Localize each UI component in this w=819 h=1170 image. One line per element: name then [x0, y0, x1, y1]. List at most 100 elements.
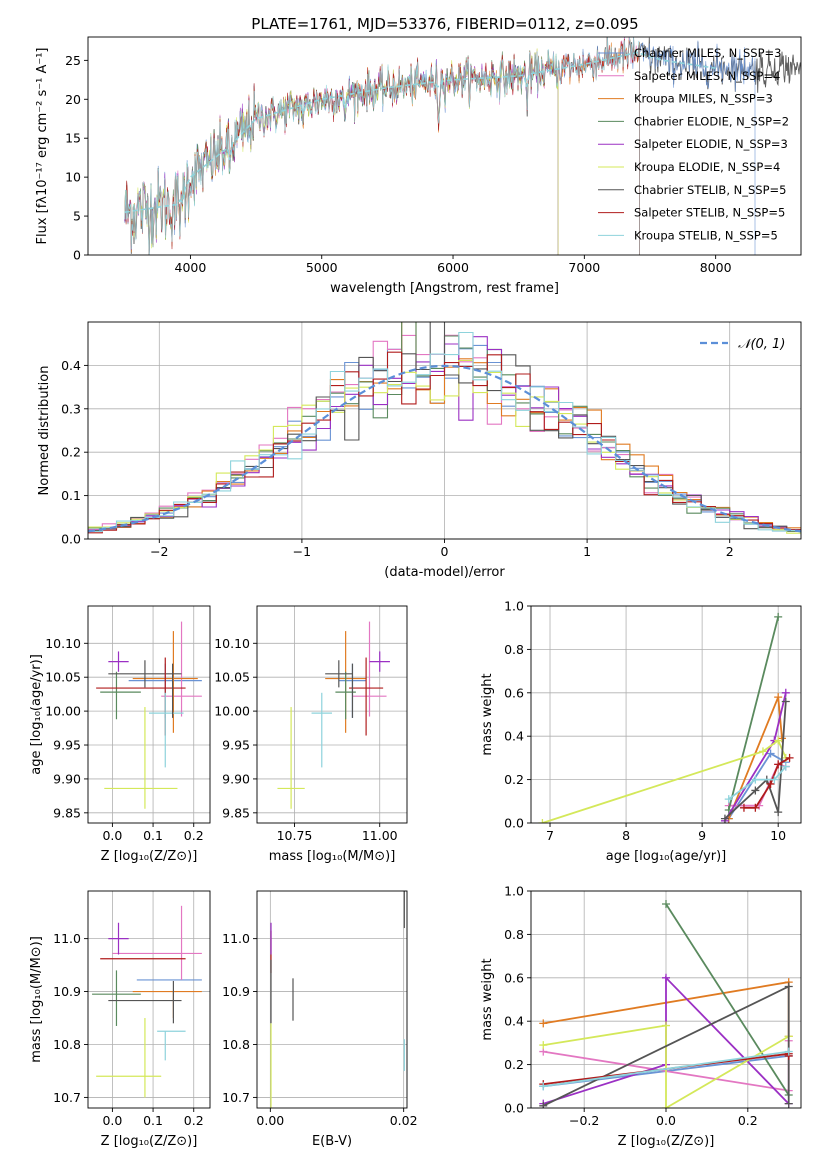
y-tick-label: 0.0	[504, 816, 524, 831]
y-tick-label: 11.0	[222, 931, 250, 946]
y-tick-label: 10.7	[222, 1090, 250, 1105]
plot-area-spectrum	[124, 37, 801, 255]
y-tick-label: 9.95	[222, 738, 250, 753]
weight-marker-kroupa_stelib	[781, 762, 790, 771]
weight-marker-kroupa_elodie	[539, 1041, 548, 1050]
axes-frame	[87, 890, 211, 1109]
panel-mass_vs_z: 0.0 0.1 0.2 10.7 10.8 10.9 11.0 Z [log₁₀(Z/Z⊙)]…	[29, 890, 211, 1149]
gaussian-curve	[88, 364, 801, 533]
y-tick-label: 0.4	[504, 1014, 524, 1029]
y-tick-label: 1.0	[504, 884, 524, 899]
x-tick-label: 4000	[175, 260, 207, 275]
weight-marker-chabrier_stelib	[784, 982, 793, 991]
panel-spectrum: Chabrier MILES, N_SSP=3 Salpeter MILES, N…	[35, 36, 802, 296]
x-axis-label: Z [log₁₀(Z/Z⊙)]	[101, 1134, 198, 1149]
x-tick-label: 7	[546, 828, 554, 843]
y-tick-label: 0.2	[504, 1057, 524, 1072]
y-tick-label: 10.00	[214, 704, 250, 719]
weight-marker-chabrier_miles	[766, 749, 775, 758]
panel-residuals: 𝒩(0, 1) −2 −1 0 1 2 0.0 0.1 0.2 0.3 0.4 (data-model…	[37, 321, 802, 580]
x-tick-label: −2	[150, 544, 168, 559]
x-tick-label: 11.00	[362, 828, 398, 843]
axes-frame	[256, 605, 408, 824]
weight-marker-kroupa_elodie	[662, 1021, 670, 1030]
x-tick-label: 0	[441, 544, 449, 559]
y-tick-label: 10.00	[45, 704, 81, 719]
axes-frame	[256, 890, 408, 1109]
x-axis-label: Z [log₁₀(Z/Z⊙)]	[618, 1134, 715, 1149]
y-axis-label: mass weight	[480, 673, 495, 755]
x-tick-label: 10.75	[277, 828, 313, 843]
y-tick-label: 25	[65, 53, 81, 68]
weight-marker-chabrier_stelib	[751, 786, 760, 795]
x-tick-label: −1	[293, 544, 311, 559]
x-tick-label: 8	[622, 828, 630, 843]
legend-label-salpeter_miles: Salpeter MILES, N_SSP=4	[634, 69, 780, 83]
y-tick-label: 10.10	[214, 636, 250, 651]
y-tick-label: 1.0	[504, 599, 524, 614]
y-axis-label: Flux [fλ10⁻¹⁷ erg cm⁻² s⁻¹ A⁻¹]	[35, 48, 50, 245]
weight-marker-salpeter_elodie	[781, 688, 790, 697]
weight-marker-chabrier_stelib	[781, 697, 790, 706]
legend-label-kroupa_miles: Kroupa MILES, N_SSP=3	[634, 92, 773, 106]
plot-area-weight_vs_z	[539, 900, 793, 1108]
y-tick-label: 0.1	[61, 488, 81, 503]
y-tick-label: 10.8	[222, 1037, 250, 1052]
y-tick-label: 0.6	[504, 685, 524, 700]
y-tick-label: 5	[73, 209, 81, 224]
histogram-kroupa_stelib	[88, 331, 801, 535]
weight-marker-kroupa_elodie	[758, 747, 767, 756]
legend-label-chabrier_miles: Chabrier MILES, N_SSP=3	[634, 46, 781, 60]
x-axis-label: (data-model)/error	[384, 565, 505, 580]
x-tick-label: 9	[698, 828, 706, 843]
weight-marker-kroupa_miles	[774, 693, 783, 702]
spectrum-line-kroupa_stelib	[124, 37, 640, 255]
x-tick-label: 1	[583, 544, 591, 559]
x-tick-label: 0.2	[184, 1113, 204, 1128]
weight-marker-kroupa_elodie	[774, 736, 783, 745]
weight-line-chabrier_elodie	[665, 903, 790, 1096]
weight-line-kroupa_elodie	[543, 1024, 790, 1108]
y-tick-label: 9.90	[222, 771, 250, 786]
weight-marker-kroupa_stelib	[770, 775, 779, 784]
y-axis-label: mass weight	[480, 958, 495, 1040]
y-tick-label: 10	[65, 170, 81, 185]
weight-marker-chabrier_stelib	[774, 808, 783, 817]
x-tick-label: 10	[770, 828, 786, 843]
weight-marker-salpeter_stelib	[739, 803, 748, 812]
panel-mass_vs_ebv: 0.00 0.02 10.7 10.8 10.9 11.0 E(B-V)	[222, 890, 418, 1149]
y-tick-label: 10.9	[222, 984, 250, 999]
plot-area-age_vs_z	[96, 621, 202, 809]
x-tick-label: 0.02	[390, 1113, 418, 1128]
weight-marker-salpeter_stelib	[774, 760, 783, 769]
figure-title: PLATE=1761, MJD=53376, FIBERID=0112, z=0…	[251, 15, 638, 33]
y-tick-label: 0.8	[504, 642, 524, 657]
y-tick-label: 0.8	[504, 927, 524, 942]
x-tick-label: 0.1	[143, 828, 163, 843]
plot-area-mass_vs_ebv	[270, 891, 405, 1108]
y-tick-label: 0.0	[61, 532, 81, 547]
y-tick-label: 10.10	[45, 636, 81, 651]
axes-frame	[530, 605, 802, 824]
y-axis-label: age [log₁₀(age/yr)]	[29, 654, 44, 775]
weight-marker-kroupa_stelib	[724, 795, 733, 804]
plot-area-age_vs_mass	[277, 621, 390, 809]
legend-label-salpeter_stelib: Salpeter STELIB, N_SSP=5	[634, 206, 785, 220]
x-tick-label: 0.0	[656, 1113, 676, 1128]
plot-area-weight_vs_age	[538, 612, 794, 823]
legend-label-kroupa_stelib: Kroupa STELIB, N_SSP=5	[634, 228, 778, 242]
x-tick-label: 0.2	[184, 828, 204, 843]
y-axis-label: mass [log₁₀(M/M⊙)]	[29, 936, 44, 1063]
y-tick-label: 0.3	[61, 401, 81, 416]
x-tick-label: 2	[726, 544, 734, 559]
weight-marker-kroupa_elodie	[538, 819, 547, 823]
y-tick-label: 0.6	[504, 970, 524, 985]
weight-line-kroupa_stelib	[728, 766, 787, 800]
x-tick-label: 0.1	[143, 1113, 163, 1128]
y-tick-label: 10.05	[45, 670, 81, 685]
weight-marker-kroupa_stelib	[539, 1082, 548, 1091]
x-tick-label: 7000	[568, 260, 600, 275]
axes-frame	[87, 605, 211, 824]
weight-marker-kroupa_stelib	[751, 775, 760, 784]
